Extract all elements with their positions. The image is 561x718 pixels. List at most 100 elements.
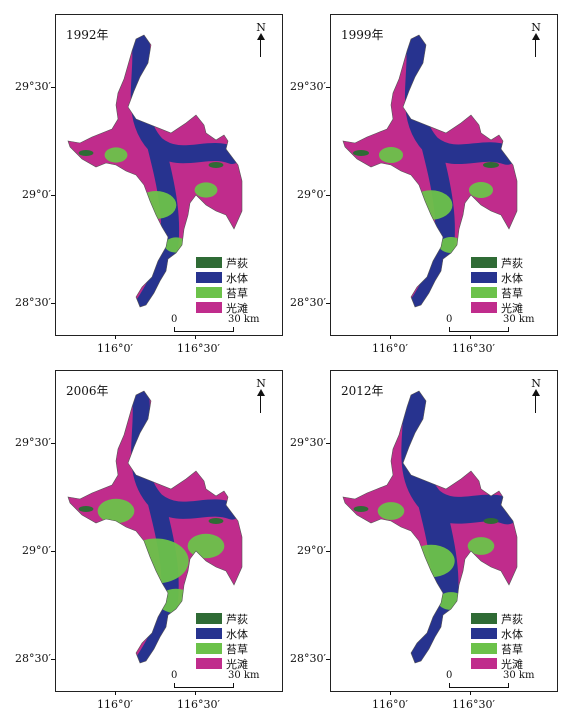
legend-swatch xyxy=(471,287,497,298)
water-body xyxy=(130,35,241,307)
latitude-label: 29°30′ xyxy=(290,436,326,449)
legend-entry: 光滩 xyxy=(196,656,248,671)
water-body xyxy=(401,391,517,663)
scale-zero: 0 xyxy=(171,670,178,681)
sedge-patch xyxy=(407,544,455,578)
legend-entry: 苔草 xyxy=(471,641,523,656)
legend-swatch xyxy=(196,287,222,298)
north-label: N xyxy=(531,377,541,390)
reed-patch xyxy=(208,518,224,524)
reed-patch xyxy=(128,568,144,574)
north-arrow-icon: N xyxy=(254,21,268,61)
legend-swatch xyxy=(196,272,222,283)
reed-patch xyxy=(463,212,479,218)
map-panel-1: 1992年 N 芦荻 水体 苔草 光滩 0 30 km xyxy=(55,14,283,336)
latitude-label: 29°30′ xyxy=(15,80,51,93)
legend-entry: 芦荻 xyxy=(196,611,248,626)
legend-swatch xyxy=(196,643,222,654)
legend-label: 芦荻 xyxy=(226,612,248,626)
legend-label: 光滩 xyxy=(226,657,248,671)
legend-swatch xyxy=(471,643,497,654)
longitude-label: 116°0′ xyxy=(372,342,408,355)
legend-label: 水体 xyxy=(501,627,523,641)
year-label: 2006年 xyxy=(66,384,109,398)
reed-patch xyxy=(188,568,204,574)
latitude-label: 29°30′ xyxy=(15,436,51,449)
scale-zero: 0 xyxy=(446,670,453,681)
latitude-label: 28°30′ xyxy=(290,296,326,309)
legend: 芦荻 水体 苔草 光滩 xyxy=(196,255,248,315)
north-arrow-icon: N xyxy=(529,377,543,417)
scale-distance: 30 km xyxy=(503,314,535,325)
reed-patch xyxy=(483,162,499,168)
year-label: 1992年 xyxy=(66,28,109,42)
latitude-label: 29°0′ xyxy=(22,544,51,557)
scale-distance: 30 km xyxy=(228,314,260,325)
legend: 芦荻 水体 苔草 光滩 xyxy=(471,255,523,315)
legend-swatch xyxy=(196,658,222,669)
reed-patch xyxy=(353,506,369,512)
north-arrow-icon: N xyxy=(254,377,268,417)
legend-swatch xyxy=(196,257,222,268)
sedge-patch xyxy=(157,588,195,614)
scale-zero: 0 xyxy=(171,314,178,325)
legend-swatch xyxy=(471,302,497,313)
reed-patch xyxy=(403,212,419,218)
legend-swatch xyxy=(196,302,222,313)
latitude-label: 29°0′ xyxy=(22,188,51,201)
legend-label: 苔草 xyxy=(501,642,523,656)
legend-entry: 苔草 xyxy=(196,285,248,300)
legend-swatch xyxy=(471,257,497,268)
legend-entry: 光滩 xyxy=(471,300,523,315)
legend-label: 苔草 xyxy=(501,286,523,300)
legend-entry: 苔草 xyxy=(471,285,523,300)
sedge-patch xyxy=(378,146,404,164)
latitude-label: 29°0′ xyxy=(297,188,326,201)
legend-label: 芦荻 xyxy=(226,256,248,270)
legend-label: 水体 xyxy=(501,271,523,285)
north-label: N xyxy=(256,377,266,390)
reed-patch xyxy=(483,518,499,524)
sedge-patch xyxy=(468,181,494,199)
lake-map xyxy=(342,390,518,664)
scale-distance: 30 km xyxy=(503,670,535,681)
scale-zero: 0 xyxy=(446,314,453,325)
legend-label: 芦荻 xyxy=(501,256,523,270)
legend-swatch xyxy=(471,272,497,283)
legend-entry: 芦荻 xyxy=(471,611,523,626)
reed-patch xyxy=(128,212,144,218)
water-body xyxy=(404,35,517,307)
legend-swatch xyxy=(196,628,222,639)
legend-entry: 水体 xyxy=(196,626,248,641)
reed-patch xyxy=(403,568,419,574)
legend: 芦荻 水体 苔草 光滩 xyxy=(196,611,248,671)
map-panel-4: 2012年 N 芦荻 水体 苔草 光滩 0 30 km xyxy=(330,370,558,692)
latitude-label: 28°30′ xyxy=(15,652,51,665)
legend-label: 水体 xyxy=(226,271,248,285)
legend-entry: 光滩 xyxy=(471,656,523,671)
map-panel-2: 1999年 N 芦荻 水体 苔草 光滩 0 30 km xyxy=(330,14,558,336)
lake-map xyxy=(67,34,243,308)
legend-label: 苔草 xyxy=(226,642,248,656)
legend-swatch xyxy=(471,658,497,669)
year-label: 1999年 xyxy=(341,28,384,42)
legend-label: 苔草 xyxy=(226,286,248,300)
longitude-label: 116°30′ xyxy=(452,342,495,355)
north-label: N xyxy=(256,21,266,34)
sedge-patch xyxy=(194,182,218,198)
scale-distance: 30 km xyxy=(228,670,260,681)
map-panel-3: 2006年 N 芦荻 水体 苔草 光滩 0 30 km xyxy=(55,370,283,692)
legend-entry: 水体 xyxy=(471,626,523,641)
legend-entry: 芦荻 xyxy=(196,255,248,270)
longitude-label: 116°30′ xyxy=(177,698,220,711)
latitude-label: 29°0′ xyxy=(297,544,326,557)
longitude-label: 116°0′ xyxy=(97,698,133,711)
sedge-patch xyxy=(123,538,189,584)
legend-swatch xyxy=(471,628,497,639)
north-arrow-icon: N xyxy=(529,21,543,61)
sedge-patch xyxy=(104,147,128,163)
reed-patch xyxy=(463,568,479,574)
legend-entry: 水体 xyxy=(471,270,523,285)
longitude-label: 116°30′ xyxy=(452,698,495,711)
year-label: 2012年 xyxy=(341,384,384,398)
